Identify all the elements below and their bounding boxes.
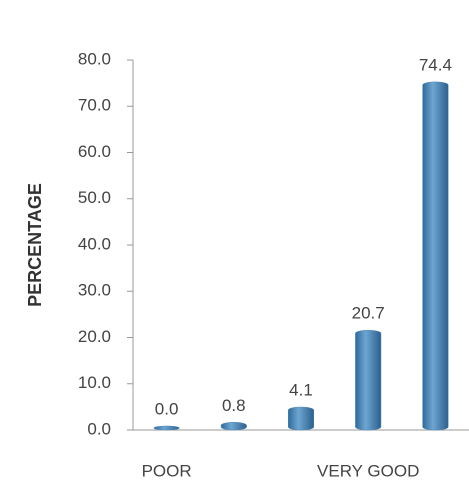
y-tick-label: 20.0 [78,327,111,346]
y-tick-label: 40.0 [78,234,111,253]
bar [355,330,382,431]
y-tick-label: 10.0 [78,373,111,392]
y-tick-label: 70.0 [78,96,111,115]
y-tick-label: 50.0 [78,188,111,207]
y-tick-label: 60.0 [78,142,111,161]
y-tick-label: 80.0 [78,49,111,68]
y-axis-title: PERCENTAGE [25,183,45,307]
bar [153,425,180,431]
y-tick-label: 0.0 [87,419,111,438]
x-tick-label: VERY GOOD [317,461,419,480]
value-label: 74.4 [419,55,452,74]
x-tick-label: POOR [142,461,192,480]
bar [220,422,247,431]
bar [287,406,315,431]
value-label: 20.7 [352,304,385,323]
value-label: 4.1 [289,381,313,400]
y-tick-label: 30.0 [78,281,111,300]
value-label: 0.0 [155,399,179,418]
bar [422,81,449,431]
value-label: 0.8 [222,396,246,415]
